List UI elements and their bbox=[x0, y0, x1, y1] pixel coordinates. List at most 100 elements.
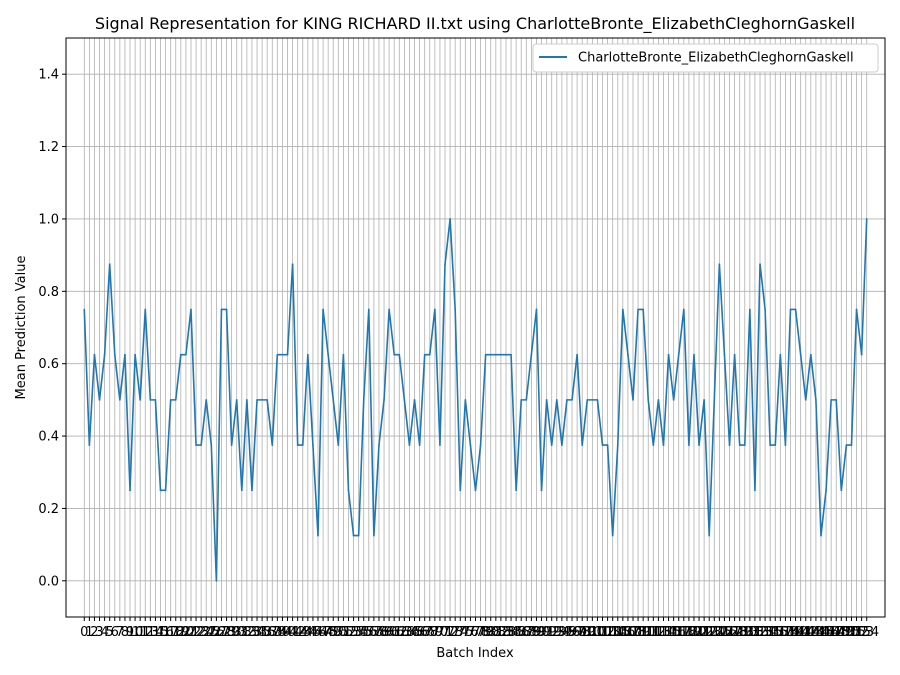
x-tick-label: 0 bbox=[80, 625, 88, 640]
x-tick-label: 107 bbox=[616, 625, 641, 640]
x-tick-label: 108 bbox=[621, 625, 646, 640]
data-point bbox=[525, 399, 528, 401]
data-point bbox=[794, 308, 797, 311]
series-layer bbox=[83, 218, 868, 582]
x-tick-label: 147 bbox=[819, 625, 844, 640]
data-point bbox=[373, 534, 375, 537]
data-point bbox=[743, 444, 746, 446]
x-tick-label: 142 bbox=[793, 625, 818, 640]
x-tick-label: 10 bbox=[127, 625, 144, 640]
data-point bbox=[454, 308, 456, 311]
data-point bbox=[230, 444, 233, 446]
data-point bbox=[789, 308, 792, 311]
data-point bbox=[749, 308, 751, 311]
x-axis-label: Batch Index bbox=[436, 646, 514, 661]
x-tick-label: 11 bbox=[132, 625, 149, 640]
x-tick-label: 58 bbox=[371, 625, 388, 640]
x-tick-label: 95 bbox=[559, 625, 576, 640]
data-point bbox=[601, 444, 604, 446]
x-tick-label: 144 bbox=[803, 625, 828, 640]
x-tick-label: 113 bbox=[646, 625, 671, 640]
x-tick-label: 63 bbox=[396, 625, 413, 640]
x-tick-label: 92 bbox=[543, 625, 560, 640]
x-tick-label: 9 bbox=[126, 625, 134, 640]
data-point bbox=[439, 444, 441, 446]
data-point bbox=[769, 444, 771, 446]
x-tick-label: 2 bbox=[90, 625, 98, 640]
y-tick-label: 0.8 bbox=[38, 285, 59, 300]
y-tick-label: 1.2 bbox=[38, 140, 59, 155]
x-tick-label: 99 bbox=[579, 625, 596, 640]
y-tick-label: 0.4 bbox=[38, 430, 59, 445]
data-point bbox=[261, 399, 263, 401]
x-tick-label: 6 bbox=[111, 625, 119, 640]
x-tick-label: 149 bbox=[829, 625, 854, 640]
x-tick-label: 12 bbox=[137, 625, 154, 640]
data-point bbox=[723, 353, 726, 356]
data-point bbox=[616, 444, 619, 446]
x-tick-label: 36 bbox=[259, 625, 276, 640]
x-tick-label: 115 bbox=[656, 625, 681, 640]
x-tick-label: 57 bbox=[366, 625, 383, 640]
x-tick-label: 112 bbox=[641, 625, 666, 640]
x-tick-label: 104 bbox=[600, 625, 625, 640]
x-tick-label: 65 bbox=[406, 625, 423, 640]
data-point bbox=[657, 399, 660, 401]
x-tick-label: 124 bbox=[702, 625, 727, 640]
legend: CharlotteBronte_ElizabethCleghornGaskell bbox=[532, 43, 879, 73]
x-tick-label: 35 bbox=[254, 625, 271, 640]
x-tick-label: 85 bbox=[508, 625, 525, 640]
data-point bbox=[576, 353, 578, 356]
x-tick-label: 20 bbox=[178, 625, 195, 640]
x-tick-label: 123 bbox=[697, 625, 722, 640]
data-point bbox=[444, 263, 446, 265]
x-tick-label: 15 bbox=[152, 625, 169, 640]
x-tick-label: 18 bbox=[167, 625, 184, 640]
x-tick-label: 71 bbox=[437, 625, 454, 640]
x-tick-label: 103 bbox=[595, 625, 620, 640]
x-tick-label: 45 bbox=[305, 625, 322, 640]
data-point bbox=[627, 353, 629, 356]
data-point bbox=[98, 399, 101, 401]
data-point bbox=[210, 444, 213, 446]
x-tick-label: 32 bbox=[239, 625, 256, 640]
data-point bbox=[119, 399, 121, 401]
data-point bbox=[393, 353, 396, 356]
x-tick-label: 7 bbox=[116, 625, 124, 640]
data-point bbox=[495, 353, 497, 356]
data-point bbox=[256, 399, 258, 401]
data-point bbox=[520, 399, 523, 401]
data-point bbox=[728, 444, 731, 446]
data-point bbox=[677, 353, 680, 356]
x-tick-label: 141 bbox=[788, 625, 813, 640]
data-point bbox=[622, 308, 624, 311]
x-tick-label: 134 bbox=[753, 625, 778, 640]
x-tick-label: 138 bbox=[773, 625, 798, 640]
data-point bbox=[754, 489, 756, 492]
x-tick-label: 126 bbox=[712, 625, 737, 640]
x-tick-label: 109 bbox=[626, 625, 651, 640]
y-tick-label: 0.0 bbox=[38, 574, 59, 589]
x-tick-label: 82 bbox=[493, 625, 510, 640]
data-point bbox=[357, 534, 360, 537]
x-tick-label: 30 bbox=[228, 625, 245, 640]
data-point bbox=[423, 353, 426, 356]
x-tick-label: 74 bbox=[452, 625, 469, 640]
x-tick-label: 34 bbox=[249, 625, 266, 640]
x-tick-label: 38 bbox=[269, 625, 286, 640]
y-tick-label: 1.0 bbox=[38, 212, 59, 227]
data-point bbox=[124, 353, 126, 356]
data-point bbox=[774, 444, 777, 446]
x-tick-label: 29 bbox=[223, 625, 240, 640]
data-point bbox=[169, 399, 172, 401]
data-point bbox=[540, 489, 543, 492]
data-point bbox=[820, 534, 822, 537]
data-point bbox=[469, 444, 472, 446]
x-tick-label: 52 bbox=[340, 625, 357, 640]
data-point bbox=[479, 444, 482, 446]
data-point bbox=[225, 308, 228, 311]
data-point bbox=[180, 353, 182, 356]
x-tick-label: 19 bbox=[173, 625, 190, 640]
x-tick-label: 130 bbox=[732, 625, 757, 640]
data-point bbox=[235, 399, 238, 401]
